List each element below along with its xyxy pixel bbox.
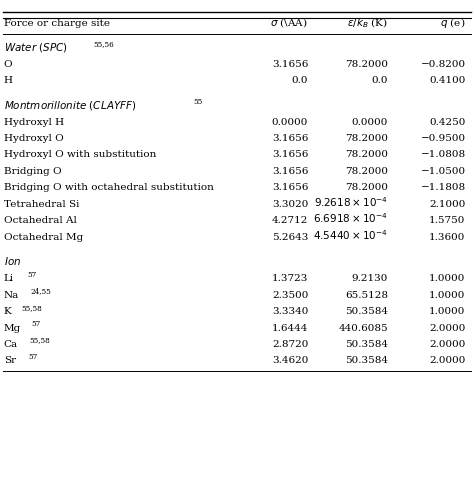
Text: 57: 57: [32, 320, 41, 327]
Text: 1.3600: 1.3600: [429, 232, 465, 241]
Text: 55,58: 55,58: [29, 336, 50, 344]
Text: Sr: Sr: [4, 356, 16, 365]
Text: 78.2000: 78.2000: [345, 60, 388, 68]
Text: 65.5128: 65.5128: [345, 290, 388, 299]
Text: 3.3340: 3.3340: [272, 306, 308, 315]
Text: 2.0000: 2.0000: [429, 323, 465, 332]
Text: $\sigma$ (\AA): $\sigma$ (\AA): [271, 17, 308, 29]
Text: K: K: [4, 306, 11, 315]
Text: $\it{Montmorillonite\ (CLAYFF)}$: $\it{Montmorillonite\ (CLAYFF)}$: [4, 99, 136, 111]
Text: $4.5440 \times 10^{-4}$: $4.5440 \times 10^{-4}$: [313, 227, 388, 241]
Text: 3.4620: 3.4620: [272, 356, 308, 365]
Text: $\it{Ion}$: $\it{Ion}$: [4, 254, 21, 266]
Text: Bridging O: Bridging O: [4, 166, 61, 176]
Text: $q$ (e): $q$ (e): [440, 16, 465, 30]
Text: 24,55: 24,55: [30, 287, 51, 295]
Text: Mg: Mg: [4, 323, 21, 332]
Text: 9.2130: 9.2130: [351, 274, 388, 283]
Text: Na: Na: [4, 290, 19, 299]
Text: −1.1808: −1.1808: [420, 183, 465, 192]
Text: 57: 57: [28, 352, 37, 360]
Text: Hydroxyl O with substitution: Hydroxyl O with substitution: [4, 150, 156, 159]
Text: 50.3584: 50.3584: [345, 306, 388, 315]
Text: 440.6085: 440.6085: [338, 323, 388, 332]
Text: 2.8720: 2.8720: [272, 339, 308, 348]
Text: 55,58: 55,58: [21, 303, 42, 311]
Text: 0.0000: 0.0000: [272, 118, 308, 126]
Text: 3.1656: 3.1656: [272, 134, 308, 143]
Text: 78.2000: 78.2000: [345, 183, 388, 192]
Text: 3.1656: 3.1656: [272, 60, 308, 68]
Text: 5.2643: 5.2643: [272, 232, 308, 241]
Text: 4.2712: 4.2712: [272, 216, 308, 225]
Text: −0.8200: −0.8200: [420, 60, 465, 68]
Text: 78.2000: 78.2000: [345, 134, 388, 143]
Text: 2.0000: 2.0000: [429, 339, 465, 348]
Text: 3.1656: 3.1656: [272, 183, 308, 192]
Text: $\it{Water\ (SPC)}$: $\it{Water\ (SPC)}$: [4, 41, 68, 54]
Text: 50.3584: 50.3584: [345, 356, 388, 365]
Text: 0.0000: 0.0000: [351, 118, 388, 126]
Text: 55,56: 55,56: [94, 40, 114, 48]
Text: −1.0808: −1.0808: [420, 150, 465, 159]
Text: 1.6444: 1.6444: [272, 323, 308, 332]
Text: 0.4100: 0.4100: [429, 76, 465, 85]
Text: −1.0500: −1.0500: [420, 166, 465, 176]
Text: $9.2618 \times 10^{-4}$: $9.2618 \times 10^{-4}$: [314, 195, 388, 208]
Text: 78.2000: 78.2000: [345, 150, 388, 159]
Text: Force or charge site: Force or charge site: [4, 19, 109, 28]
Text: 78.2000: 78.2000: [345, 166, 388, 176]
Text: Li: Li: [4, 274, 14, 283]
Text: Octahedral Mg: Octahedral Mg: [4, 232, 83, 241]
Text: 2.0000: 2.0000: [429, 356, 465, 365]
Text: 2.3500: 2.3500: [272, 290, 308, 299]
Text: −0.9500: −0.9500: [420, 134, 465, 143]
Text: Hydroxyl O: Hydroxyl O: [4, 134, 64, 143]
Text: 1.0000: 1.0000: [429, 306, 465, 315]
Text: 3.1656: 3.1656: [272, 166, 308, 176]
Text: 1.5750: 1.5750: [429, 216, 465, 225]
Text: $6.6918 \times 10^{-4}$: $6.6918 \times 10^{-4}$: [313, 211, 388, 225]
Text: 1.0000: 1.0000: [429, 274, 465, 283]
Text: Octahedral Al: Octahedral Al: [4, 216, 77, 225]
Text: Tetrahedral Si: Tetrahedral Si: [4, 200, 79, 208]
Text: $\varepsilon/k_B$ (K): $\varepsilon/k_B$ (K): [347, 16, 388, 30]
Text: 3.3020: 3.3020: [272, 200, 308, 208]
Text: 55: 55: [193, 98, 203, 105]
Text: O: O: [4, 60, 12, 68]
Text: H: H: [4, 76, 13, 85]
Text: 3.1656: 3.1656: [272, 150, 308, 159]
Text: 50.3584: 50.3584: [345, 339, 388, 348]
Text: Ca: Ca: [4, 339, 18, 348]
Text: 1.3723: 1.3723: [272, 274, 308, 283]
Text: Hydroxyl H: Hydroxyl H: [4, 118, 64, 126]
Text: 0.4250: 0.4250: [429, 118, 465, 126]
Text: 0.0: 0.0: [292, 76, 308, 85]
Text: 1.0000: 1.0000: [429, 290, 465, 299]
Text: 57: 57: [27, 270, 36, 278]
Text: 0.0: 0.0: [371, 76, 388, 85]
Text: 2.1000: 2.1000: [429, 200, 465, 208]
Text: Bridging O with octahedral substitution: Bridging O with octahedral substitution: [4, 183, 214, 192]
